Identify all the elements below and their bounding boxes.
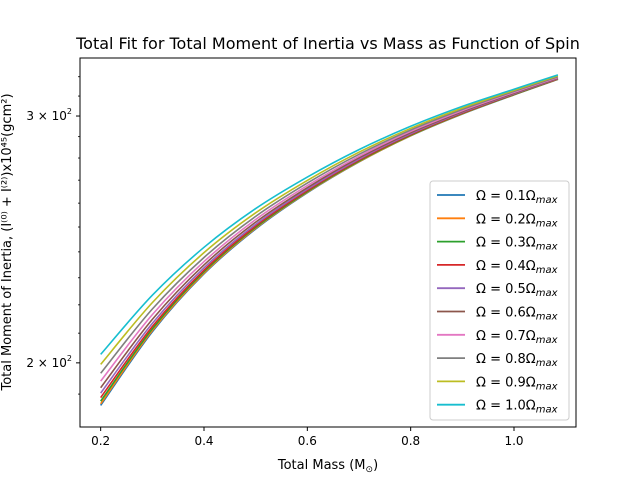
chart-title: Total Fit for Total Moment of Inertia vs… bbox=[75, 34, 580, 53]
series-line bbox=[100, 75, 559, 365]
series-line bbox=[100, 76, 559, 382]
series-line bbox=[100, 74, 559, 355]
y-axis-ticks: 2 × 102 3 × 102 bbox=[26, 76, 80, 395]
y-tick-label: 3 × 102 bbox=[26, 107, 72, 123]
x-tick-label: 0.2 bbox=[91, 434, 110, 448]
legend-label: Ω = 0.1Ωmax bbox=[476, 189, 558, 206]
x-tick-label: 0.4 bbox=[194, 434, 213, 448]
legend: Ω = 0.1Ωmax Ω = 0.2Ωmax Ω = 0.3Ωmax Ω = 0.4… bbox=[429, 180, 570, 421]
legend-label: Ω = 0.6Ωmax bbox=[476, 306, 558, 323]
x-axis-label: Total Mass (M⊙) bbox=[277, 458, 378, 475]
series-line bbox=[100, 77, 559, 389]
y-tick-label: 2 × 102 bbox=[26, 354, 72, 370]
legend-label: Ω = 0.7Ωmax bbox=[476, 329, 558, 346]
x-tick-label: 0.6 bbox=[298, 434, 317, 448]
legend-label: Ω = 0.2Ωmax bbox=[476, 212, 558, 229]
legend-label: Ω = 0.9Ωmax bbox=[476, 375, 558, 392]
legend-label: Ω = 0.8Ωmax bbox=[476, 352, 558, 369]
legend-label: Ω = 0.5Ωmax bbox=[476, 282, 558, 299]
series-line bbox=[100, 75, 559, 374]
legend-label: Ω = 0.4Ωmax bbox=[476, 259, 558, 276]
plot-frame bbox=[79, 57, 577, 428]
legend-label: Ω = 0.3Ωmax bbox=[476, 236, 558, 253]
series-layer bbox=[100, 74, 559, 406]
x-axis-ticks: 0.2 0.4 0.6 0.8 1.0 bbox=[91, 427, 524, 448]
legend-label: Ω = 1.0Ωmax bbox=[476, 399, 558, 416]
x-tick-label: 1.0 bbox=[504, 434, 523, 448]
y-axis-label: Total Moment of Inertia, (I⁽⁰⁾ + I⁽²⁾)x1… bbox=[0, 93, 15, 391]
x-tick-label: 0.8 bbox=[401, 434, 420, 448]
